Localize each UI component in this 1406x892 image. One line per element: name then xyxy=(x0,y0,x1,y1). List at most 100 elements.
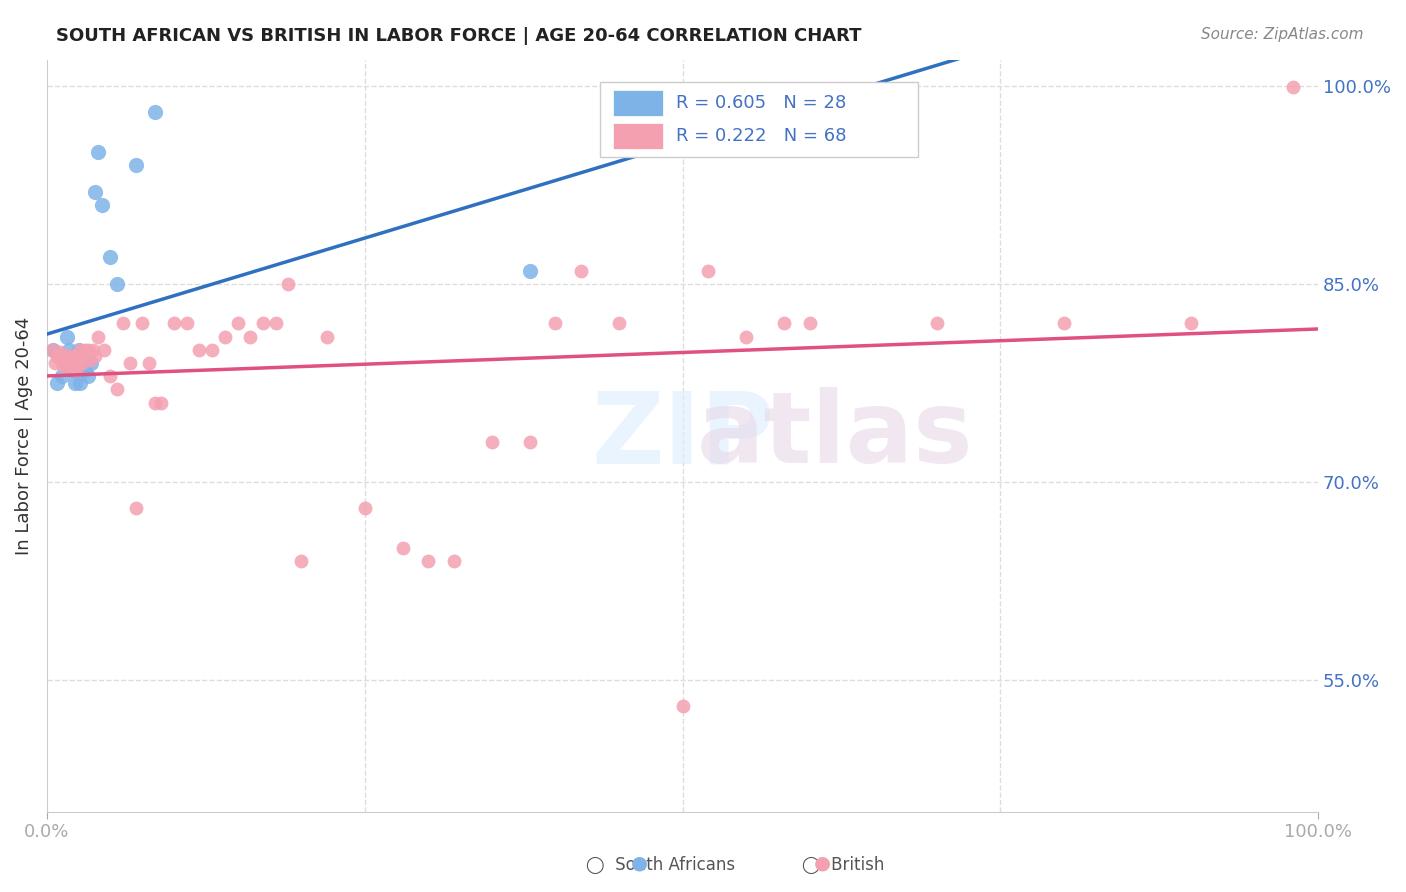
Point xyxy=(60,350,83,364)
Point xyxy=(48,345,70,359)
Point xyxy=(56,329,79,343)
Point xyxy=(60,356,83,370)
Point xyxy=(55,356,77,370)
Text: ●: ● xyxy=(814,854,831,872)
Point xyxy=(59,354,82,368)
Text: atlas: atlas xyxy=(697,387,973,484)
Point xyxy=(70,350,93,364)
Text: Source: ZipAtlas.com: Source: ZipAtlas.com xyxy=(1201,27,1364,42)
Point xyxy=(44,356,66,370)
Point xyxy=(925,317,948,331)
Point xyxy=(58,352,80,367)
Point xyxy=(201,343,224,357)
Point xyxy=(100,369,122,384)
Point xyxy=(773,317,796,331)
Point xyxy=(519,263,541,277)
Point xyxy=(315,329,337,343)
Point xyxy=(62,350,84,364)
Point xyxy=(519,435,541,450)
Point xyxy=(84,350,107,364)
FancyBboxPatch shape xyxy=(600,82,918,157)
Point xyxy=(79,353,101,368)
Text: ●: ● xyxy=(631,854,648,872)
Point xyxy=(53,353,76,368)
Point xyxy=(138,356,160,370)
Point xyxy=(443,554,465,568)
Point xyxy=(56,350,79,364)
Text: ◯  British: ◯ British xyxy=(803,856,884,874)
Point xyxy=(90,197,112,211)
Text: ◯  South Africans: ◯ South Africans xyxy=(586,856,735,874)
Point xyxy=(290,554,312,568)
Point xyxy=(46,350,69,364)
Point xyxy=(46,376,69,390)
Text: R = 0.605   N = 28: R = 0.605 N = 28 xyxy=(676,95,846,112)
Point xyxy=(150,395,173,409)
Point xyxy=(277,277,299,291)
Text: R = 0.222   N = 68: R = 0.222 N = 68 xyxy=(676,128,846,145)
Point xyxy=(84,185,107,199)
Point xyxy=(93,343,115,357)
Point xyxy=(87,329,110,343)
Point xyxy=(69,343,91,357)
Point xyxy=(51,369,73,384)
Point xyxy=(67,343,90,357)
Point xyxy=(42,343,65,357)
Point xyxy=(63,376,86,390)
Point xyxy=(735,329,758,343)
Point xyxy=(41,343,63,357)
Point xyxy=(49,353,72,368)
Point xyxy=(112,317,135,331)
Point xyxy=(131,317,153,331)
Point xyxy=(67,356,90,370)
Point xyxy=(73,362,96,376)
Point xyxy=(125,501,148,516)
Point xyxy=(392,541,415,555)
Point xyxy=(188,343,211,357)
Point xyxy=(65,362,87,376)
Point xyxy=(58,343,80,357)
Point xyxy=(55,356,77,370)
Point xyxy=(87,145,110,159)
Text: ZIP: ZIP xyxy=(591,387,773,484)
Point xyxy=(60,362,83,376)
Point xyxy=(1180,317,1202,331)
Point xyxy=(418,554,440,568)
Point xyxy=(72,356,94,370)
Point xyxy=(176,317,198,331)
Point xyxy=(65,362,87,376)
Point xyxy=(82,343,104,357)
Bar xyxy=(613,90,664,116)
Point xyxy=(1053,317,1076,331)
Point xyxy=(51,350,73,364)
Point xyxy=(569,263,592,277)
Point xyxy=(607,317,630,331)
Point xyxy=(163,317,186,331)
Point xyxy=(46,350,69,364)
Point xyxy=(125,158,148,172)
Point xyxy=(60,361,83,376)
Point xyxy=(100,251,122,265)
Point xyxy=(264,317,287,331)
Point xyxy=(1281,80,1303,95)
Point xyxy=(48,350,70,364)
Point xyxy=(52,350,75,364)
Point xyxy=(481,435,503,450)
Point xyxy=(226,317,249,331)
Point xyxy=(544,317,567,331)
Point xyxy=(73,343,96,357)
Point xyxy=(697,263,720,277)
Point xyxy=(69,376,91,390)
Point xyxy=(118,356,141,370)
Point xyxy=(214,329,236,343)
Point xyxy=(62,359,84,373)
Point xyxy=(80,356,103,370)
Text: SOUTH AFRICAN VS BRITISH IN LABOR FORCE | AGE 20-64 CORRELATION CHART: SOUTH AFRICAN VS BRITISH IN LABOR FORCE … xyxy=(56,27,862,45)
Point xyxy=(72,350,94,364)
Point xyxy=(143,105,166,120)
Point xyxy=(59,356,82,370)
Point xyxy=(671,698,693,713)
Point xyxy=(52,359,75,373)
Point xyxy=(799,317,821,331)
Point xyxy=(105,277,128,291)
